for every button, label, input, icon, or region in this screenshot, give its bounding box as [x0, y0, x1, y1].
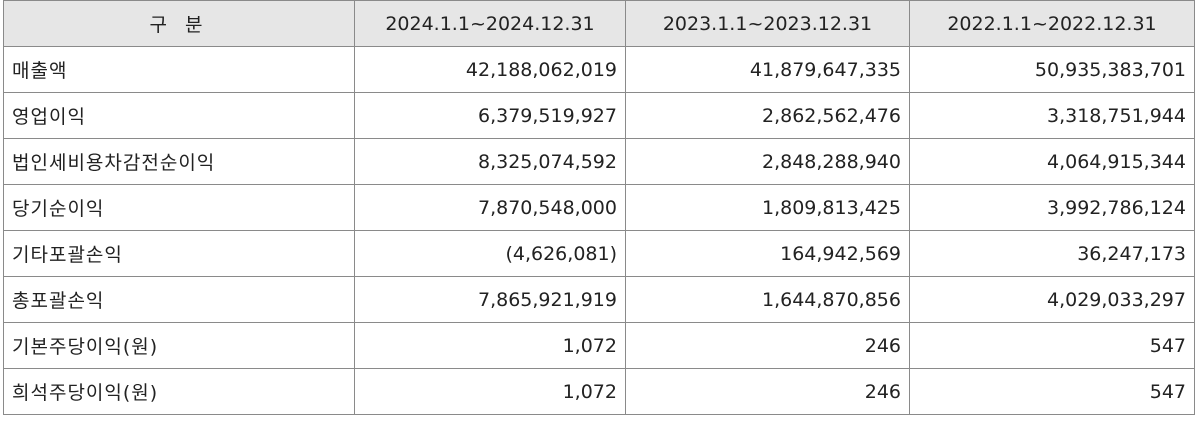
table-row: 총포괄손익 7,865,921,919 1,644,870,856 4,029,…	[3, 276, 1195, 323]
cell-2023: 1,644,870,856	[625, 276, 910, 323]
cell-2024: 1,072	[354, 368, 626, 415]
row-label: 기본주당이익(원)	[3, 322, 355, 369]
cell-2023: 246	[625, 368, 910, 415]
cell-2022: 3,992,786,124	[909, 184, 1195, 231]
row-label: 희석주당이익(원)	[3, 368, 355, 415]
table-row: 법인세비용차감전순이익 8,325,074,592 2,848,288,940 …	[3, 138, 1195, 185]
cell-2022: 4,064,915,344	[909, 138, 1195, 185]
row-label: 당기순이익	[3, 184, 355, 231]
cell-2024: 7,870,548,000	[354, 184, 626, 231]
table-row: 매출액 42,188,062,019 41,879,647,335 50,935…	[3, 46, 1195, 93]
cell-2024: 7,865,921,919	[354, 276, 626, 323]
table-row: 기타포괄손익 (4,626,081) 164,942,569 36,247,17…	[3, 230, 1195, 277]
cell-2024: 1,072	[354, 322, 626, 369]
cell-2022: 50,935,383,701	[909, 46, 1195, 93]
cell-2022: 547	[909, 368, 1195, 415]
row-label: 총포괄손익	[3, 276, 355, 323]
header-period-2023: 2023.1.1~2023.12.31	[625, 0, 910, 47]
row-label: 매출액	[3, 46, 355, 93]
cell-2022: 3,318,751,944	[909, 92, 1195, 139]
table-row: 기본주당이익(원) 1,072 246 547	[3, 322, 1195, 369]
cell-2024: 42,188,062,019	[354, 46, 626, 93]
table-row: 영업이익 6,379,519,927 2,862,562,476 3,318,7…	[3, 92, 1195, 139]
cell-2024: 8,325,074,592	[354, 138, 626, 185]
cell-2023: 164,942,569	[625, 230, 910, 277]
row-label: 기타포괄손익	[3, 230, 355, 277]
cell-2023: 41,879,647,335	[625, 46, 910, 93]
cell-2023: 1,809,813,425	[625, 184, 910, 231]
cell-2022: 547	[909, 322, 1195, 369]
cell-2023: 2,862,562,476	[625, 92, 910, 139]
cell-2022: 36,247,173	[909, 230, 1195, 277]
cell-2022: 4,029,033,297	[909, 276, 1195, 323]
header-row: 구 분 2024.1.1~2024.12.31 2023.1.1~2023.12…	[3, 0, 1195, 47]
cell-2024: 6,379,519,927	[354, 92, 626, 139]
header-period-2024: 2024.1.1~2024.12.31	[354, 0, 626, 47]
row-label: 영업이익	[3, 92, 355, 139]
row-label: 법인세비용차감전순이익	[3, 138, 355, 185]
header-period-2022: 2022.1.1~2022.12.31	[909, 0, 1195, 47]
cell-2023: 2,848,288,940	[625, 138, 910, 185]
cell-2024: (4,626,081)	[354, 230, 626, 277]
cell-2023: 246	[625, 322, 910, 369]
financial-summary-table: 구 분 2024.1.1~2024.12.31 2023.1.1~2023.12…	[3, 0, 1195, 415]
header-category: 구 분	[3, 0, 355, 47]
table-row: 당기순이익 7,870,548,000 1,809,813,425 3,992,…	[3, 184, 1195, 231]
table-row: 희석주당이익(원) 1,072 246 547	[3, 368, 1195, 415]
